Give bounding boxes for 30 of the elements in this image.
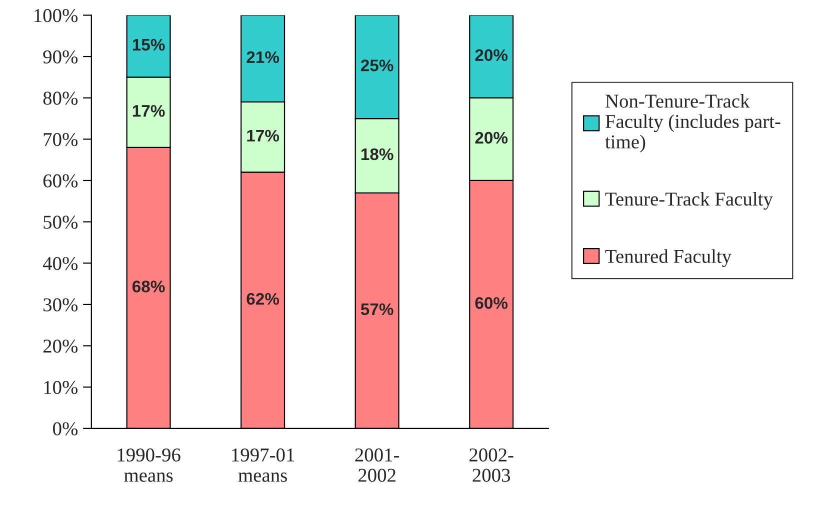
y-tick-label: 30% [44,298,78,312]
data-label: 68% [132,280,165,292]
y-tick-label: 10% [44,380,78,394]
data-label: 18% [361,148,394,160]
x-tick-label: 2001- 2002 [355,448,400,482]
y-tick-label: 60% [43,174,78,188]
data-label: 20% [475,49,508,62]
data-label: 21% [246,51,280,64]
data-label: 17% [247,130,280,142]
data-label: 25% [360,60,394,72]
y-tick-label: 40% [42,256,78,270]
y-tick-label: 90% [43,50,78,64]
data-label: 60% [475,297,508,309]
y-tick-label: 0% [53,422,78,436]
x-tick-label: 1990-96 means [118,448,180,482]
x-tick-label: 1997-01 means [232,448,294,482]
data-label: 57% [360,303,394,316]
legend-label: Tenured Faculty [605,249,732,267]
y-tick-label: 20% [43,340,78,353]
data-label: 20% [475,132,508,144]
legend-label: Tenure-Track Faculty [605,192,773,210]
y-tick-label: 80% [43,92,78,105]
y-tick-label: 50% [44,216,78,229]
x-tick-label: 2002- 2003 [470,448,514,482]
y-tick-label: 100% [34,9,78,22]
data-label: 15% [132,38,165,51]
data-label: 62% [246,292,280,305]
data-label: 17% [132,105,165,117]
y-tick-label: 70% [44,132,78,146]
legend-label: Non-Tenure-Track Faculty (includes part- time) [605,94,780,152]
